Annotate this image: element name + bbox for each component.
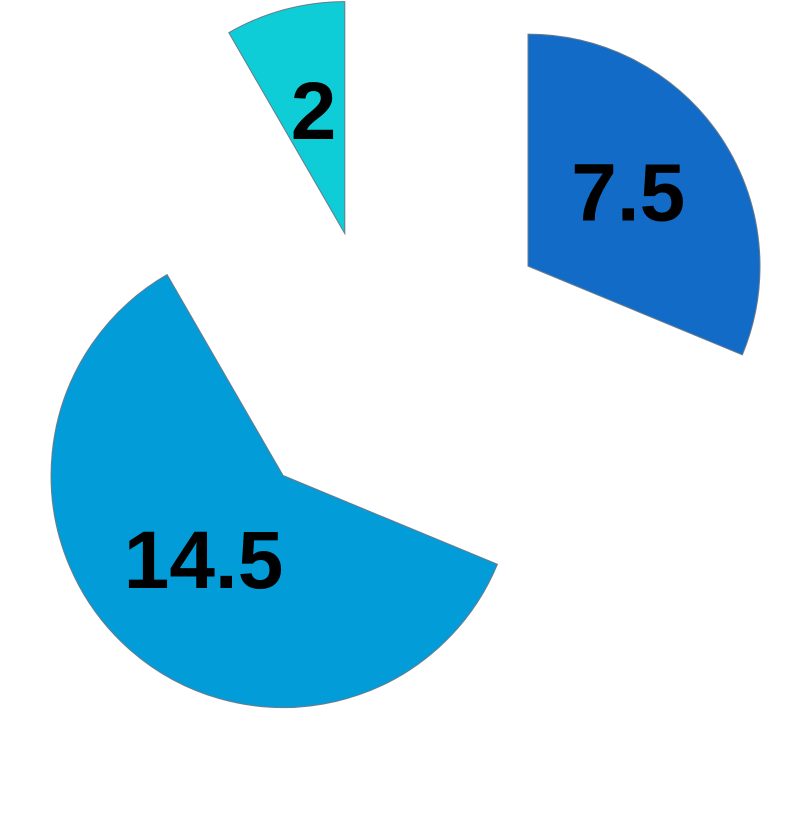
pie-slice-2 bbox=[228, 1, 346, 236]
pie-slice-7-5 bbox=[527, 33, 761, 356]
pie-slice-14-5 bbox=[50, 273, 499, 708]
slice-value-label: 7.5 bbox=[571, 148, 685, 239]
slice-value-label: 14.5 bbox=[124, 515, 284, 606]
pie-slices bbox=[50, 1, 761, 708]
pie-labels: 7.5 14.5 2 bbox=[124, 66, 686, 606]
slice-value-label: 2 bbox=[291, 66, 337, 157]
